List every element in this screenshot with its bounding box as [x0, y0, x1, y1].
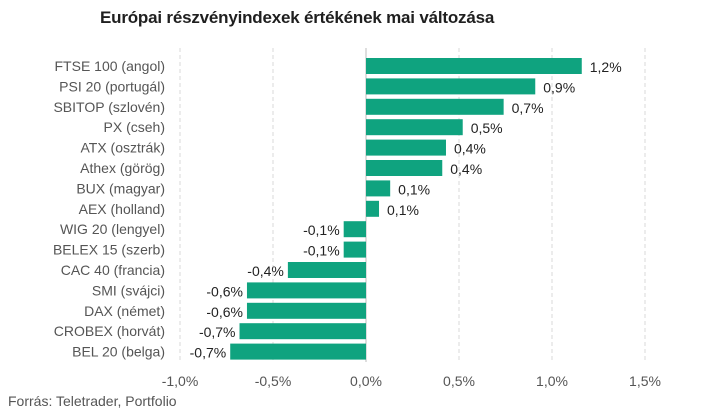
bar	[230, 343, 366, 360]
category-label: DAX (német)	[84, 303, 165, 319]
bar	[246, 282, 366, 299]
data-label: 0,9%	[543, 79, 575, 95]
data-label: 0,5%	[471, 120, 503, 136]
data-label: -0,4%	[247, 263, 284, 279]
bar	[246, 302, 366, 319]
category-label: WIG 20 (lengyel)	[60, 221, 165, 237]
x-tick-label: 0,0%	[350, 373, 382, 389]
data-label: -0,7%	[190, 345, 227, 361]
category-label: PSI 20 (portugál)	[59, 78, 165, 94]
data-label: 0,1%	[398, 181, 430, 197]
category-label: FTSE 100 (angol)	[55, 58, 166, 74]
data-label: 0,1%	[387, 202, 419, 218]
x-tick-label: -1,0%	[162, 373, 199, 389]
bar	[239, 323, 366, 340]
x-tick-label: 0,5%	[443, 373, 475, 389]
bar	[366, 139, 446, 156]
category-label: SMI (svájci)	[92, 282, 165, 298]
bar	[366, 78, 536, 95]
category-label: ATX (osztrák)	[80, 140, 165, 156]
bar	[366, 200, 380, 217]
data-label: -0,1%	[303, 222, 340, 238]
category-label: CROBEX (horvát)	[54, 323, 165, 339]
x-tick-label: 1,5%	[629, 373, 661, 389]
bar	[287, 262, 366, 278]
category-label: CAC 40 (francia)	[61, 262, 165, 278]
category-label: BUX (magyar)	[76, 180, 165, 196]
data-label: -0,7%	[199, 324, 236, 340]
data-label: -0,6%	[206, 304, 243, 320]
data-label: 1,2%	[590, 59, 622, 75]
bar	[366, 119, 463, 136]
category-label: BEL 20 (belga)	[72, 344, 165, 360]
bar	[366, 58, 582, 74]
category-label: PX (cseh)	[104, 119, 165, 135]
data-label: -0,1%	[303, 243, 340, 259]
bar	[366, 98, 504, 115]
x-tick-label: -0,5%	[255, 373, 292, 389]
data-label: -0,6%	[206, 283, 243, 299]
category-label: BELEX 15 (szerb)	[53, 242, 165, 258]
category-label: Athex (görög)	[80, 160, 165, 176]
category-label: AEX (holland)	[79, 201, 165, 217]
bar	[366, 160, 443, 176]
x-tick-label: 1,0%	[536, 373, 568, 389]
bar	[343, 221, 366, 238]
data-label: 0,7%	[512, 100, 544, 116]
bar	[343, 241, 366, 258]
source-note: Forrás: Teletrader, Portfolio	[8, 393, 177, 409]
data-label: 0,4%	[454, 141, 486, 157]
category-label: SBITOP (szlovén)	[53, 99, 165, 115]
bar	[366, 180, 391, 197]
data-label: 0,4%	[450, 161, 482, 177]
chart-title: Európai részvényindexek értékének mai vá…	[100, 8, 495, 27]
